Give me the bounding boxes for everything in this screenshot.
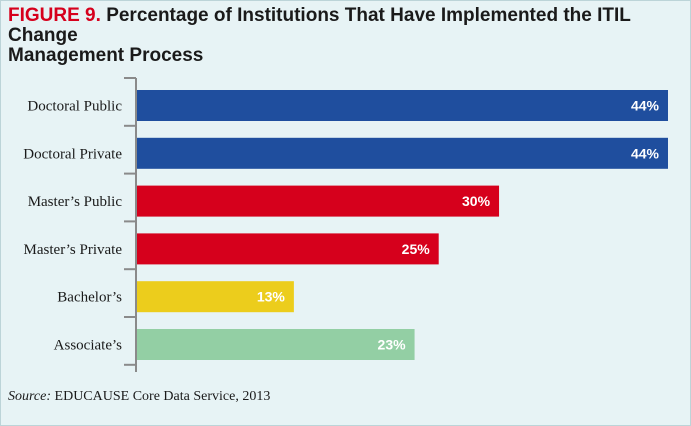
bar-2 bbox=[137, 185, 500, 217]
category-label: Associate’s bbox=[54, 338, 122, 354]
figure-title-line2: Management Process bbox=[8, 45, 204, 66]
bar-0 bbox=[137, 90, 668, 121]
figure-label: FIGURE 9. bbox=[8, 5, 101, 26]
category-label: Bachelor’s bbox=[57, 290, 122, 306]
category-label: Master’s Public bbox=[28, 194, 123, 210]
data-label: 30% bbox=[462, 193, 491, 209]
bar-1 bbox=[137, 137, 668, 169]
data-label: 44% bbox=[631, 145, 660, 161]
data-label: 23% bbox=[378, 337, 407, 353]
source-label: Source: bbox=[8, 389, 52, 404]
category-label: Master’s Private bbox=[24, 242, 123, 258]
bar-5 bbox=[137, 329, 415, 360]
figure-title: FIGURE 9. Percentage of Institutions Tha… bbox=[8, 6, 678, 66]
data-label: 44% bbox=[631, 98, 660, 114]
data-label: 13% bbox=[257, 289, 286, 305]
source-note: Source: EDUCAUSE Core Data Service, 2013 bbox=[8, 389, 270, 405]
source-text: EDUCAUSE Core Data Service, 2013 bbox=[51, 389, 271, 404]
bar-4 bbox=[137, 281, 294, 313]
bar-3 bbox=[137, 233, 439, 265]
category-label: Doctoral Private bbox=[23, 146, 122, 162]
category-label: Doctoral Public bbox=[27, 99, 122, 115]
data-label: 25% bbox=[402, 241, 431, 257]
figure-title-line1: Percentage of Institutions That Have Imp… bbox=[8, 5, 631, 46]
